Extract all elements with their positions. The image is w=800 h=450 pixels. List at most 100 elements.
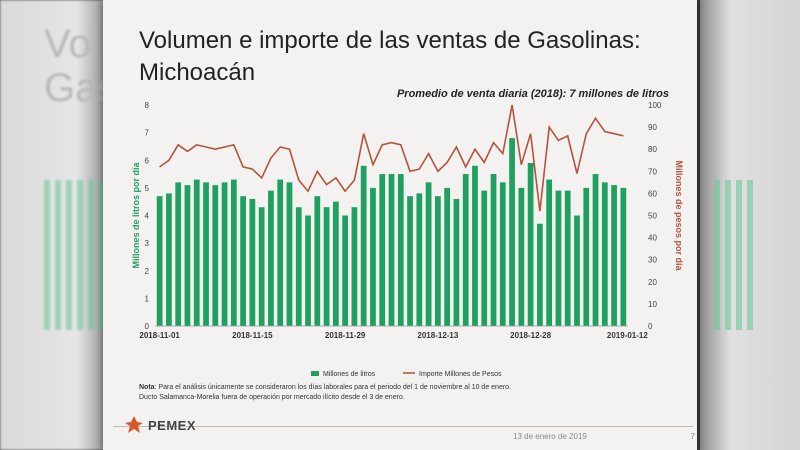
bar [370,187,376,326]
left-tick-label: 2 [145,267,150,276]
bar [221,182,228,326]
background-ghost-bars-right [714,180,754,330]
bar [444,187,451,326]
bar [472,165,478,326]
bar [509,138,515,326]
bar [564,190,571,326]
right-tick-label: 10 [648,300,657,309]
bar [258,207,265,326]
x-tick-label: 2018-12-13 [417,331,458,340]
note-line-2: Ducto Salamanca-Morelia fuera de operaci… [139,394,405,401]
bar [156,196,163,326]
bar [481,190,488,326]
bar [286,182,293,326]
background-left-blur: Vol Gas [0,0,117,450]
bar [360,165,367,326]
left-tick-label: 6 [145,156,150,165]
x-tick-label: 2018-12-28 [510,331,551,340]
left-tick-label: 4 [145,212,150,221]
bar [388,174,395,326]
bar [295,207,302,326]
bar [203,182,209,326]
x-axis-ticks: 2018-11-01 2018-11-15 2018-11-29 2018-12-13… [139,331,648,340]
bar [342,215,349,326]
bar [193,179,200,326]
x-tick-label: 2019-01-12 [607,331,648,340]
legend: Millones de litros Importe Millones de P… [311,371,502,378]
bar [277,179,284,326]
bar [527,163,534,326]
pemex-logo: PEMEX [123,414,196,436]
right-tick-label: 60 [648,189,657,198]
right-tick-label: 30 [648,256,657,265]
chart: 0 1 2 3 4 5 6 7 8 0 10 20 30 40 50 60 70 80 90 100 2018-11… [131,101,684,378]
slide-date: 13 de enero de 2019 [513,432,587,441]
bar [425,182,432,326]
bar [490,174,497,326]
footer-divider [113,426,693,427]
bar [230,179,237,326]
bar [332,201,339,326]
note-label: Nota [139,384,155,391]
bar [462,174,469,326]
bar [601,182,608,326]
importe-line [159,104,624,212]
bar [175,182,182,326]
left-axis-ticks: 0 1 2 3 4 5 6 7 8 [145,101,150,331]
right-tick-label: 20 [648,278,657,287]
right-tick-label: 50 [648,212,657,221]
x-tick-label: 2018-11-01 [139,331,180,340]
background-ghost-bars [44,180,104,330]
left-tick-label: 8 [145,101,150,110]
bar [555,190,562,326]
page-number: 7 [690,432,695,441]
right-tick-label: 80 [648,145,657,154]
background-right-blur [700,0,800,450]
bar [323,207,330,326]
chart-subtitle: Promedio de venta diaria (2018): 7 millo… [396,88,669,100]
bar [240,196,246,326]
left-tick-label: 1 [145,294,150,303]
logo-text: PEMEX [148,417,197,433]
bar [416,193,423,326]
bar [166,193,172,326]
right-tick-label: 0 [648,322,653,331]
bar [546,179,553,326]
bar [620,187,627,326]
x-tick-label: 2018-11-15 [232,331,273,340]
bar [574,215,580,326]
right-tick-label: 70 [648,167,657,176]
bar [305,215,311,326]
left-tick-label: 0 [145,322,150,331]
legend-bar-swatch [311,371,319,376]
legend-line-label: Importe Millones de Pesos [419,371,502,378]
left-tick-label: 7 [145,129,150,138]
bar [583,187,590,326]
right-tick-label: 90 [648,123,657,132]
bar [518,187,525,326]
bar [314,196,321,326]
bar [184,185,191,326]
bar [611,185,617,326]
bar [434,196,441,326]
left-tick-label: 3 [145,239,150,248]
x-tick-label: 2018-11-29 [325,331,366,340]
left-tick-label: 5 [145,184,150,193]
right-tick-label: 40 [648,234,657,243]
right-axis-ticks: 0 10 20 30 40 50 60 70 80 90 100 [648,101,662,331]
bar [268,190,274,326]
bar [407,196,413,326]
left-axis-label: Millones de litros por día [131,161,141,268]
slide-title: Volumen e importe de las ventas de Gasol… [139,27,641,86]
bar [592,174,599,326]
bar [351,207,358,326]
chart-note: Nota: Para el análisis únicamente se con… [139,383,679,403]
bars [156,138,627,326]
bar [212,185,219,326]
bar [537,223,543,326]
bar [453,198,460,326]
note-line-1: : Para el análisis únicamente se conside… [154,384,512,391]
bar [249,198,256,326]
slide: Volumen e importe de las ventas de Gasol… [103,0,697,450]
bar [379,174,386,326]
